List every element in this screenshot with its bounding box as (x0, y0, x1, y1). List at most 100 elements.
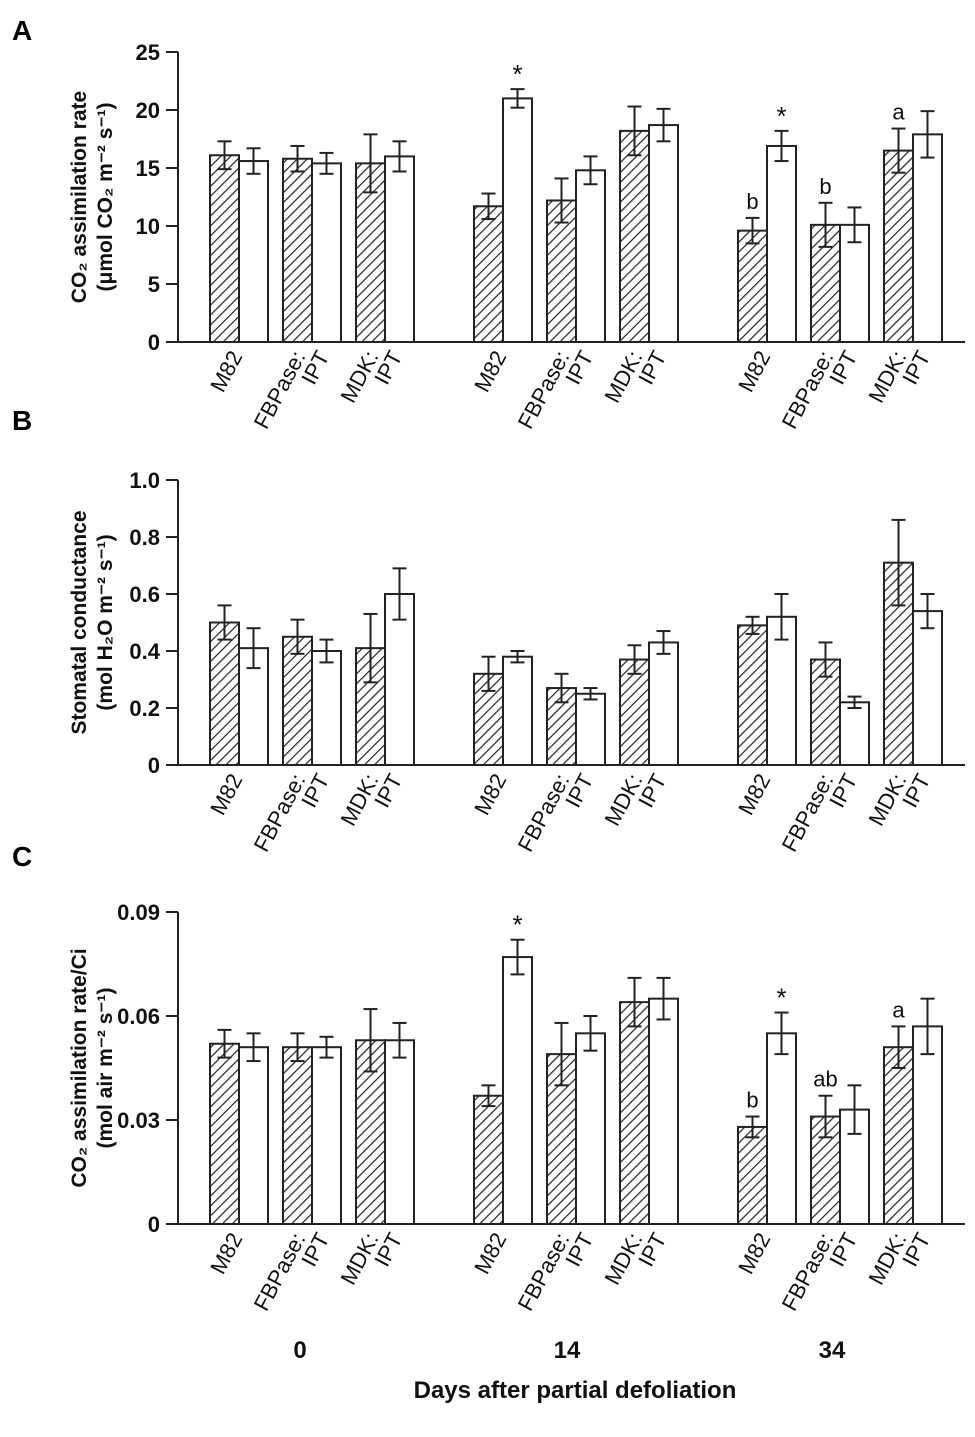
hatched-bar (209, 154, 240, 343)
open-bar (238, 160, 269, 343)
open-bar (766, 1032, 797, 1226)
panel-letter: C (12, 841, 32, 872)
y-tick-label: 0.03 (117, 1108, 160, 1133)
open-bar (575, 1032, 606, 1226)
category-label-line1: FBPase: (777, 770, 839, 856)
category-label-line2: IPT (824, 770, 862, 812)
open-bar (502, 97, 533, 344)
significance-star: * (512, 910, 522, 940)
hatched-bar (737, 1125, 768, 1226)
open-bar (384, 1039, 415, 1226)
category-label-line2: IPT (897, 347, 935, 389)
hatched-bar (619, 658, 650, 766)
y-tick-label: 0 (148, 330, 160, 355)
significance-letter: ab (813, 1067, 837, 1092)
y-tick-label: 0.06 (117, 1004, 160, 1029)
category-label-line2: IPT (897, 1229, 935, 1271)
y-tick-label: 0 (148, 753, 160, 778)
y-tick-label: 20 (136, 98, 160, 123)
significance-star: * (512, 59, 522, 89)
open-bar (912, 1025, 943, 1226)
category-label-line2: IPT (369, 770, 407, 812)
category-label: M82 (733, 347, 775, 397)
day-label-0: 0 (293, 1337, 306, 1364)
hatched-bar (737, 229, 768, 343)
y-tick-label: 0.8 (129, 525, 160, 550)
category-label-line2: IPT (633, 1229, 671, 1271)
open-bar (384, 155, 415, 343)
category-label-line1: FBPase: (777, 347, 839, 433)
panel-a: A CO₂ assimilation rate (μmol CO₂ m⁻² s⁻¹)… (12, 15, 965, 433)
hatched-bar (209, 621, 240, 766)
category-label-line2: IPT (897, 770, 935, 812)
significance-letter: b (746, 189, 758, 214)
significance-letter: b (746, 1088, 758, 1113)
y-tick-label: 1.0 (129, 468, 160, 493)
hatched-bar (619, 129, 650, 343)
category-label: M82 (733, 770, 775, 820)
open-bar (648, 997, 679, 1226)
significance-letter: a (892, 997, 905, 1022)
panel-c: C CO₂ assimilation rate/Ci (mol air m⁻² s⁻… (12, 841, 965, 1315)
y-tick-label: 0.4 (129, 639, 160, 664)
open-bar (648, 124, 679, 343)
y-tick-label: 15 (136, 156, 160, 181)
category-label-line2: IPT (560, 770, 598, 812)
category-label-line2: IPT (369, 347, 407, 389)
open-bar (311, 650, 342, 766)
category-label: M82 (205, 347, 247, 397)
open-bar (575, 169, 606, 343)
category-label-line2: IPT (296, 770, 334, 812)
hatched-bar (737, 624, 768, 766)
panel-letter: A (12, 15, 32, 46)
y-tick-label: 0 (148, 1212, 160, 1237)
hatched-bar (473, 205, 504, 343)
y-axis-label-line1: CO₂ assimilation rate (68, 91, 91, 303)
category-label-line1: FBPase: (249, 347, 311, 433)
hatched-bar (282, 635, 313, 766)
category-label-line1: FBPase: (513, 347, 575, 433)
hatched-bar (883, 149, 914, 343)
hatched-bar (282, 157, 313, 343)
significance-star: * (776, 983, 786, 1013)
day-label-34: 34 (819, 1337, 846, 1364)
y-tick-label: 0.2 (129, 696, 160, 721)
category-label-line1: FBPase: (513, 1229, 575, 1315)
category-label-line1: FBPase: (249, 1229, 311, 1315)
category-label: M82 (205, 770, 247, 820)
y-axis-label-line2: (mol H₂O m⁻² s⁻¹) (94, 534, 117, 710)
category-label-line2: IPT (560, 1229, 598, 1271)
hatched-bar (282, 1046, 313, 1225)
hatched-bar (619, 1001, 650, 1226)
open-bar (766, 615, 797, 766)
y-axis-label-line1: CO₂ assimilation rate/Ci (68, 948, 91, 1187)
category-label-line1: FBPase: (249, 770, 311, 856)
y-tick-label: 0.09 (117, 900, 160, 925)
category-label-line2: IPT (296, 347, 334, 389)
category-label: M82 (469, 770, 511, 820)
panel-letter: B (12, 405, 32, 436)
open-bar (648, 641, 679, 767)
open-bar (575, 692, 606, 766)
significance-letter: b (819, 174, 831, 199)
open-bar (384, 593, 415, 766)
category-label: M82 (733, 1229, 775, 1279)
category-label-line2: IPT (296, 1229, 334, 1271)
category-label: M82 (469, 1229, 511, 1279)
y-tick-label: 10 (136, 214, 160, 239)
category-label-line1: FBPase: (513, 770, 575, 856)
y-axis-label-line1: Stomatal conductance (68, 510, 91, 734)
day-label-14: 14 (554, 1337, 581, 1364)
open-bar (839, 701, 870, 766)
open-bar (912, 610, 943, 766)
category-label-line2: IPT (824, 347, 862, 389)
significance-star: * (776, 101, 786, 131)
y-tick-label: 0.6 (129, 582, 160, 607)
open-bar (238, 1046, 269, 1225)
category-label-line2: IPT (369, 1229, 407, 1271)
category-label-line2: IPT (633, 770, 671, 812)
open-bar (311, 162, 342, 343)
hatched-bar (883, 1046, 914, 1225)
x-axis-footer: 0 14 34 Days after partial defoliation (293, 1337, 846, 1404)
